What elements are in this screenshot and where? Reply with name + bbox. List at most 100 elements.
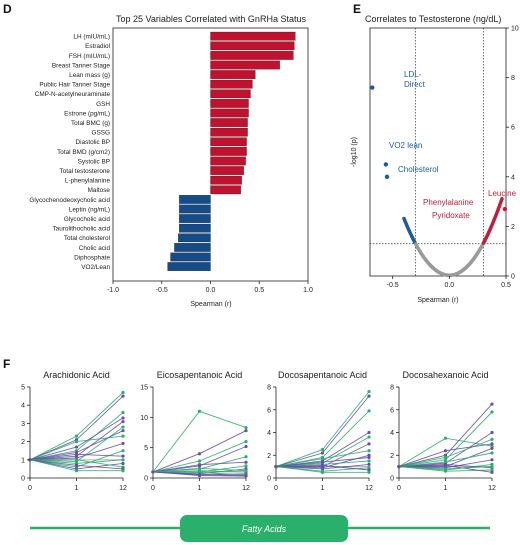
category-label-17: Glycochenodeoxycholic acid bbox=[29, 197, 110, 204]
series-point-1-4-2 bbox=[244, 455, 248, 459]
category-label-19: Glycocholic acid bbox=[64, 216, 111, 223]
series-point-3-0-1 bbox=[443, 436, 448, 440]
y-tick-label-e-4: 8 bbox=[511, 75, 515, 82]
y-tick-label-f-1-0: 0 bbox=[144, 476, 148, 483]
series-point-3-2-1 bbox=[443, 458, 448, 462]
series-point-3-1-1 bbox=[443, 453, 448, 457]
x-tick-label-f-3-1: 1 bbox=[444, 485, 448, 492]
chart-title-e: Correlates to Testosterone (ng/dL) bbox=[365, 14, 501, 24]
series-point-3-12-2 bbox=[490, 465, 494, 469]
series-point-2-0-2 bbox=[367, 389, 371, 394]
series-point-1-12-2 bbox=[244, 469, 248, 473]
category-label-11: Diastolic BP bbox=[76, 139, 110, 146]
bar-12 bbox=[210, 147, 247, 156]
series-point-0-14-2 bbox=[121, 469, 125, 473]
label-leucine: Leucine bbox=[488, 189, 517, 198]
point-133 bbox=[500, 196, 504, 201]
y-tick-label-f-2-3: 6 bbox=[267, 407, 271, 414]
series-point-3-12-1 bbox=[443, 467, 448, 471]
series-point-0-0-1 bbox=[74, 434, 79, 438]
series-point-0-9-2 bbox=[121, 454, 125, 458]
series-point-2-10-2 bbox=[367, 466, 371, 470]
bar-6 bbox=[210, 89, 251, 99]
threshold-lines-e bbox=[370, 28, 506, 276]
banner-label: Fatty Acids bbox=[242, 524, 287, 534]
x-tick-label-f-2-1: 1 bbox=[321, 485, 325, 492]
series-point-0-3-2 bbox=[121, 419, 125, 424]
y-tick-label-f-2-2: 4 bbox=[267, 430, 271, 437]
series-point-1-2-2 bbox=[244, 440, 248, 444]
category-label-14: Total testosterone bbox=[60, 168, 111, 175]
category-label-5: Public Hair Tanner Stage bbox=[39, 82, 110, 89]
bar-9 bbox=[210, 118, 248, 127]
series-point-2-13-0 bbox=[274, 465, 278, 469]
line-chart-title-2: Docosapentanoic Acid bbox=[278, 370, 367, 380]
x-tick-label-d-4: 1.0 bbox=[303, 287, 313, 294]
x-tick-label-e-2: 0.5 bbox=[501, 282, 511, 289]
series-point-2-9-1 bbox=[320, 467, 325, 471]
category-label-2: FSH (mIU/mL) bbox=[69, 53, 110, 60]
series-point-3-2-2 bbox=[490, 410, 494, 414]
x-ticks-d: -1.0 -0.5 0.0 0.5 1.0 bbox=[107, 281, 313, 294]
y-tick-label-f-0-5: 5 bbox=[21, 385, 25, 392]
series-point-0-2-2 bbox=[121, 410, 125, 415]
category-label-8: Estrone (pg/mL) bbox=[64, 110, 110, 117]
line-chart-title-1: Eicosapentanoic Acid bbox=[157, 370, 243, 380]
label-phenylalanine: Phenylalanine bbox=[423, 198, 474, 207]
category-label-18: Leptin (ng/mL) bbox=[69, 206, 110, 213]
series-point-2-1-2 bbox=[367, 394, 371, 398]
series-point-2-11-2 bbox=[367, 468, 371, 472]
bar-8 bbox=[210, 108, 249, 118]
panel-d: D Top 25 Variables Correlated with GnRHa… bbox=[3, 2, 313, 308]
bar-13 bbox=[210, 156, 246, 166]
line-chart-3: Docosahexanoic Acid 0 2 4 6 8 0 1 12 bbox=[390, 370, 496, 492]
y-axis-label-e: -log10 (p) bbox=[351, 137, 358, 167]
y-tick-label-f-2-1: 2 bbox=[267, 453, 271, 460]
bar-21 bbox=[178, 233, 211, 243]
bar-15 bbox=[210, 175, 242, 185]
series-point-1-12-1 bbox=[197, 466, 202, 470]
highlight-point-3 bbox=[502, 206, 508, 212]
axis-ticks-e: -0.5 0.0 0.50 2 4 6 8 10 bbox=[387, 26, 519, 290]
highlight-point-0 bbox=[370, 85, 375, 90]
category-label-24: VO2/Lean bbox=[81, 264, 110, 271]
series-point-0-13-1 bbox=[74, 463, 79, 467]
series-point-3-13-0 bbox=[397, 465, 401, 469]
series-point-1-6-2 bbox=[244, 464, 248, 468]
y-tick-label-f-0-4: 4 bbox=[21, 403, 25, 410]
bar-22 bbox=[174, 243, 211, 252]
y-tick-label-f-2-0: 0 bbox=[267, 476, 271, 483]
bar-20 bbox=[179, 223, 211, 233]
bar-10 bbox=[210, 127, 248, 137]
line-chart-1: Eicosapentanoic Acid 0 5 10 15 0 1 12 bbox=[140, 370, 250, 492]
series-point-0-0-2 bbox=[121, 390, 125, 395]
series-point-3-13-1 bbox=[443, 449, 448, 453]
scatter-points-e bbox=[370, 85, 508, 278]
series-point-3-0-2 bbox=[490, 444, 494, 448]
bar-18 bbox=[179, 204, 211, 214]
panel-e: E Correlates to Testosterone (ng/dL) -0.… bbox=[351, 2, 519, 304]
series-point-0-14-1 bbox=[74, 469, 79, 473]
series-point-2-9-2 bbox=[367, 462, 371, 466]
series-point-2-12-2 bbox=[367, 470, 371, 474]
label-pyridoxate: Pyridoxate bbox=[432, 211, 470, 220]
category-label-0: LH (mIU/mL) bbox=[73, 34, 110, 41]
category-label-12: Total BMD (g/cm2) bbox=[57, 149, 110, 156]
y-tick-label-f-0-1: 1 bbox=[21, 457, 25, 464]
series-point-2-13-2 bbox=[367, 455, 371, 460]
series-point-3-11-1 bbox=[443, 463, 448, 468]
x-tick-label-f-2-2: 12 bbox=[365, 485, 373, 492]
fatty-acids-banner: Fatty Acids bbox=[30, 515, 490, 542]
series-point-1-13-0 bbox=[151, 470, 155, 474]
bar-7 bbox=[210, 99, 249, 108]
x-tick-label-e-0: -0.5 bbox=[387, 282, 399, 289]
category-label-1: Estradiol bbox=[85, 43, 110, 50]
series-point-1-13-1 bbox=[197, 472, 202, 476]
label-vo2-lean: VO2 lean bbox=[389, 141, 422, 150]
series-point-2-5-2 bbox=[367, 442, 371, 446]
x-tick-label-f-2-0: 0 bbox=[274, 485, 278, 492]
y-tick-label-f-3-0: 0 bbox=[390, 476, 394, 483]
label-cholesterol: Cholesterol bbox=[398, 165, 439, 174]
